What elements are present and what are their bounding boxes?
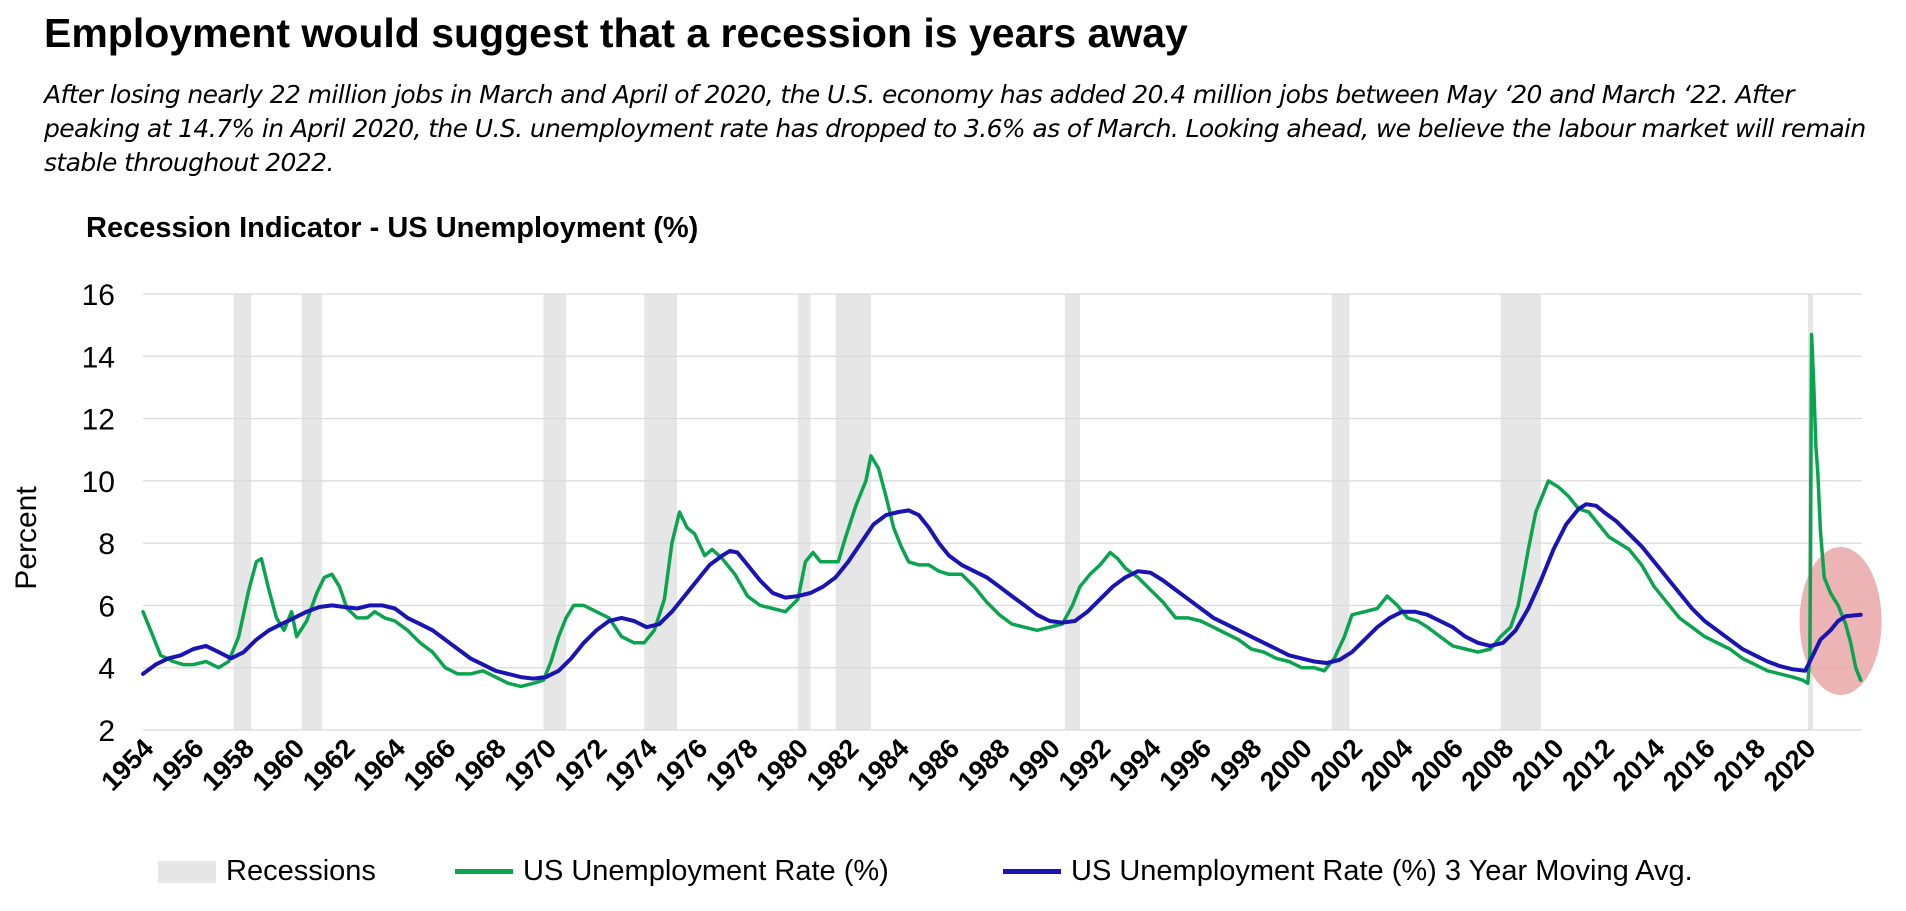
series-lines [141, 332, 1863, 689]
x-tick-label-1992: 1992 [1053, 733, 1117, 797]
y-axis: 2 4 6 8 10 12 14 16 [82, 279, 115, 748]
y-tick-label-8: 8 [98, 528, 115, 561]
x-tick-label-1994: 1994 [1103, 733, 1167, 797]
recession-band-4 [797, 294, 811, 730]
x-tick-label-1956: 1956 [146, 733, 210, 797]
x-tick-label-1984: 1984 [851, 733, 915, 797]
x-tick-label-1978: 1978 [700, 733, 764, 797]
x-tick-label-1972: 1972 [549, 733, 613, 797]
legend-swatch-rate [455, 869, 513, 874]
x-tick-label-1974: 1974 [599, 733, 663, 797]
headline: Employment would suggest that a recessio… [44, 10, 1188, 56]
legend-swatch-avg [1003, 869, 1061, 874]
x-tick-label-1988: 1988 [952, 733, 1016, 797]
y-axis-label: Percent [10, 486, 43, 590]
x-tick-label-1990: 1990 [1002, 733, 1066, 797]
recession-band-6 [1064, 294, 1080, 730]
x-tick-label-1966: 1966 [398, 733, 462, 797]
x-tick-label-1982: 1982 [801, 733, 865, 797]
x-tick-label-2018: 2018 [1708, 733, 1772, 797]
legend-item-rate: US Unemployment Rate (%) [455, 855, 889, 888]
recession-band-1 [301, 294, 322, 730]
legend-label-avg: US Unemployment Rate (%) 3 Year Moving A… [1071, 855, 1693, 887]
x-tick-label-1962: 1962 [297, 733, 361, 797]
moving-average-line [141, 502, 1863, 681]
legend-label-recessions: Recessions [226, 855, 376, 887]
x-tick-label-2004: 2004 [1355, 733, 1419, 797]
gridlines [143, 293, 1862, 731]
y-tick-label-10: 10 [82, 466, 115, 499]
y-tick-label-16: 16 [82, 279, 115, 312]
x-tick-label-2020: 2020 [1758, 733, 1822, 797]
x-tick-label-1998: 1998 [1204, 733, 1268, 797]
unemployment-rate-line [141, 332, 1863, 689]
chart-title: Recession Indicator - US Unemployment (%… [86, 212, 698, 244]
legend-swatch-recessions [158, 860, 216, 883]
recession-band-7 [1331, 294, 1350, 730]
x-tick-label-1976: 1976 [650, 733, 714, 797]
x-tick-label-1960: 1960 [247, 733, 311, 797]
legend-item-avg: US Unemployment Rate (%) 3 Year Moving A… [1003, 855, 1693, 888]
legend-item-recessions: Recessions [158, 855, 376, 888]
legend-label-rate: US Unemployment Rate (%) [523, 855, 889, 887]
recession-band-2 [543, 294, 567, 730]
x-tick-label-2008: 2008 [1456, 733, 1520, 797]
x-tick-label-1986: 1986 [902, 733, 966, 797]
x-tick-label-2010: 2010 [1506, 733, 1570, 797]
unemployment-chart: 2 4 6 8 10 12 14 16 195419561958196019621964196… [10, 212, 1882, 797]
x-tick-label-1970: 1970 [499, 733, 563, 797]
x-tick-label-1964: 1964 [347, 733, 411, 797]
x-tick-label-2002: 2002 [1305, 733, 1369, 797]
y-tick-label-12: 12 [82, 404, 115, 437]
x-axis: 1954195619581960196219641966196819701972… [96, 733, 1822, 797]
x-tick-label-1980: 1980 [750, 733, 814, 797]
y-tick-label-2: 2 [98, 715, 115, 748]
recession-band-3 [644, 294, 677, 730]
y-tick-label-4: 4 [98, 653, 115, 686]
x-tick-label-1996: 1996 [1153, 733, 1217, 797]
x-tick-label-2014: 2014 [1607, 733, 1671, 797]
x-tick-label-1958: 1958 [196, 733, 260, 797]
x-tick-label-2012: 2012 [1556, 733, 1620, 797]
x-tick-label-2000: 2000 [1254, 733, 1318, 797]
y-tick-label-14: 14 [82, 341, 115, 374]
x-tick-label-2006: 2006 [1405, 733, 1469, 797]
summary-text: After losing nearly 22 million jobs in M… [44, 80, 1866, 177]
x-tick-label-2016: 2016 [1657, 733, 1721, 797]
recession-band-0 [233, 294, 252, 730]
x-tick-label-1968: 1968 [448, 733, 512, 797]
y-tick-label-6: 6 [98, 590, 115, 623]
legend: Recessions US Unemployment Rate (%) US U… [0, 855, 1906, 895]
